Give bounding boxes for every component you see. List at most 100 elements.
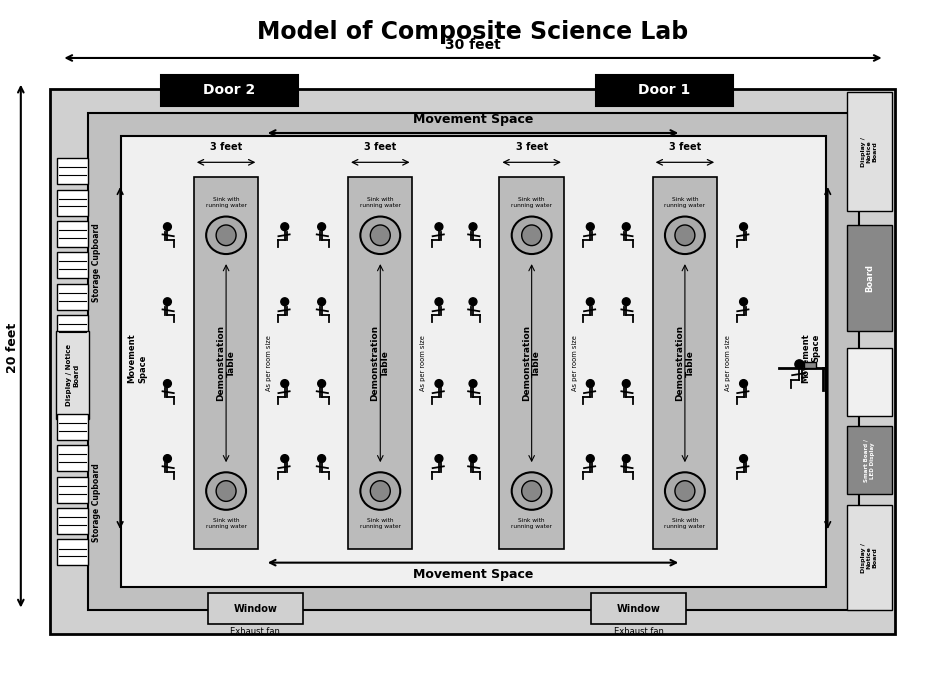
Circle shape xyxy=(281,380,289,387)
Circle shape xyxy=(587,223,594,231)
Text: Board: Board xyxy=(865,264,874,292)
Text: Exhaust fan: Exhaust fan xyxy=(614,627,663,636)
Bar xyxy=(57,477,88,503)
Text: Demonstration
Table: Demonstration Table xyxy=(371,325,390,401)
Bar xyxy=(57,539,88,565)
Circle shape xyxy=(435,223,443,231)
Circle shape xyxy=(740,380,747,387)
Circle shape xyxy=(469,455,477,462)
Text: 20 feet: 20 feet xyxy=(6,323,19,373)
Circle shape xyxy=(281,455,289,462)
Text: Door 2: Door 2 xyxy=(203,83,255,98)
Circle shape xyxy=(622,380,630,387)
Bar xyxy=(57,284,88,310)
Text: Exhaust fan: Exhaust fan xyxy=(231,627,280,636)
Bar xyxy=(847,505,892,610)
Ellipse shape xyxy=(370,225,391,246)
Ellipse shape xyxy=(360,472,400,510)
Text: Sink with
running water: Sink with running water xyxy=(359,518,401,529)
Circle shape xyxy=(164,298,171,306)
Bar xyxy=(50,89,895,634)
Bar xyxy=(847,348,892,416)
Text: 30 feet: 30 feet xyxy=(446,38,500,52)
Bar xyxy=(208,593,303,624)
Bar xyxy=(56,331,89,419)
Ellipse shape xyxy=(206,472,246,510)
Text: 3 feet: 3 feet xyxy=(516,142,548,152)
Text: Movement Space: Movement Space xyxy=(412,113,534,126)
Text: Door 1: Door 1 xyxy=(639,83,691,98)
Ellipse shape xyxy=(665,217,705,254)
Text: 3 feet: 3 feet xyxy=(669,142,701,152)
Text: Sink with
running water: Sink with running water xyxy=(511,197,552,208)
Text: Demonstration
Table: Demonstration Table xyxy=(522,325,541,401)
Text: As per room size: As per room size xyxy=(266,336,272,391)
Bar xyxy=(57,414,88,440)
Text: Sink with
running water: Sink with running water xyxy=(359,197,401,208)
Ellipse shape xyxy=(665,472,705,510)
Bar xyxy=(847,225,892,331)
Circle shape xyxy=(318,455,325,462)
Bar xyxy=(161,75,298,106)
Bar xyxy=(57,190,88,216)
Circle shape xyxy=(318,298,325,306)
Circle shape xyxy=(469,298,477,306)
Bar xyxy=(804,362,816,368)
Text: Movement Space: Movement Space xyxy=(412,568,534,581)
Bar xyxy=(88,113,859,610)
Bar xyxy=(348,177,412,549)
Text: Sink with
running water: Sink with running water xyxy=(664,518,706,529)
Bar xyxy=(121,136,826,587)
Bar xyxy=(57,221,88,247)
Circle shape xyxy=(740,455,747,462)
Text: Model of Composite Science Lab: Model of Composite Science Lab xyxy=(257,20,689,44)
Text: Storage Cupboard: Storage Cupboard xyxy=(92,463,101,542)
Ellipse shape xyxy=(521,225,542,246)
Circle shape xyxy=(281,298,289,306)
Text: Window: Window xyxy=(617,604,660,614)
Bar xyxy=(653,177,717,549)
Text: Display / Notice
Board: Display / Notice Board xyxy=(66,344,79,406)
Text: Sink with
running water: Sink with running water xyxy=(205,197,247,208)
Ellipse shape xyxy=(216,481,236,501)
Circle shape xyxy=(164,455,171,462)
Bar xyxy=(499,177,564,549)
Circle shape xyxy=(164,223,171,231)
Ellipse shape xyxy=(674,225,695,246)
Bar xyxy=(596,75,733,106)
Text: As per room size: As per room size xyxy=(571,336,578,391)
Ellipse shape xyxy=(370,481,391,501)
Bar xyxy=(847,92,892,211)
Bar xyxy=(57,158,88,184)
Bar xyxy=(57,508,88,534)
Text: Demonstration
Table: Demonstration Table xyxy=(217,325,236,401)
Circle shape xyxy=(587,298,594,306)
Circle shape xyxy=(740,298,747,306)
Text: As per room size: As per room size xyxy=(420,336,427,391)
Text: 3 feet: 3 feet xyxy=(210,142,242,152)
Bar xyxy=(847,426,892,494)
Text: Window: Window xyxy=(234,604,277,614)
Ellipse shape xyxy=(206,217,246,254)
Bar xyxy=(57,445,88,471)
Text: Movement
Space: Movement Space xyxy=(800,333,820,383)
Text: Sink with
running water: Sink with running water xyxy=(205,518,247,529)
Ellipse shape xyxy=(674,481,695,501)
Circle shape xyxy=(435,380,443,387)
Text: Sink with
running water: Sink with running water xyxy=(511,518,552,529)
Circle shape xyxy=(318,380,325,387)
Circle shape xyxy=(281,223,289,231)
Bar xyxy=(57,252,88,278)
Circle shape xyxy=(469,380,477,387)
Circle shape xyxy=(622,223,630,231)
Text: Display /
Notice
Board: Display / Notice Board xyxy=(861,543,878,572)
Text: Demonstration
Table: Demonstration Table xyxy=(675,325,694,401)
Text: As per room size: As per room size xyxy=(725,336,731,391)
Ellipse shape xyxy=(521,481,542,501)
Bar xyxy=(57,315,88,341)
Circle shape xyxy=(435,298,443,306)
Circle shape xyxy=(435,455,443,462)
Circle shape xyxy=(469,223,477,231)
Text: Movement
Space: Movement Space xyxy=(128,333,148,383)
Circle shape xyxy=(587,380,594,387)
